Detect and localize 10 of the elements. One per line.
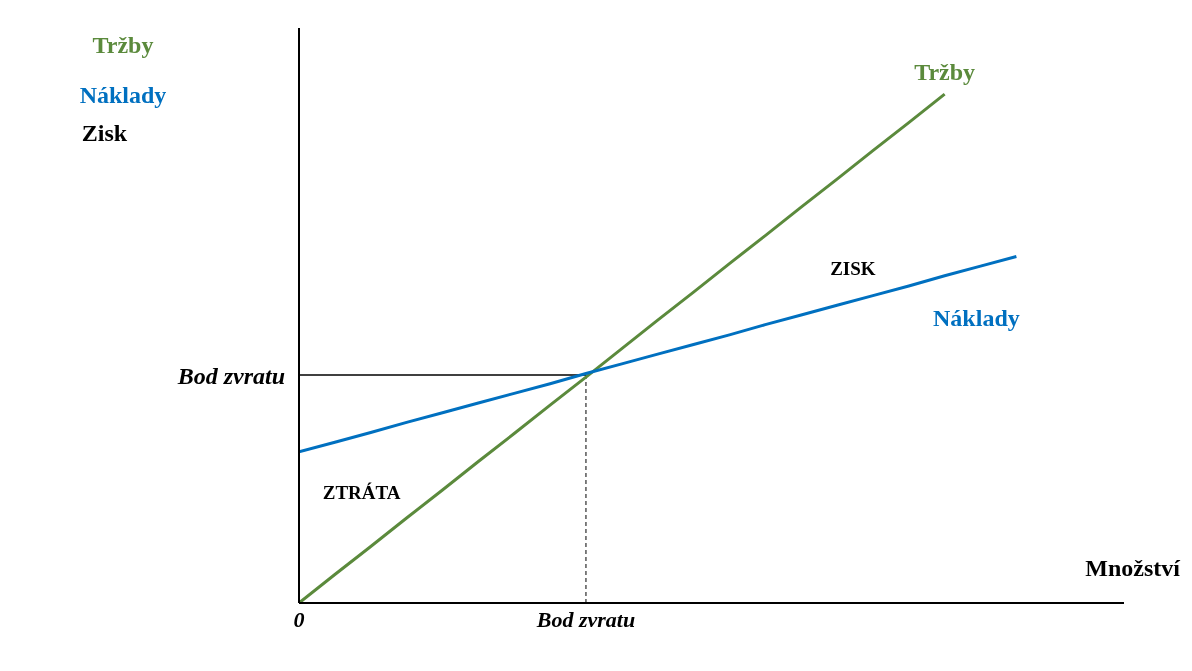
text: Tržby (92, 32, 154, 58)
annotation: ZISK (830, 258, 876, 280)
text: Náklady (79, 82, 167, 108)
series-label: Náklady (933, 305, 1020, 332)
x-axis-title: Množství (1085, 555, 1180, 582)
series-label: Tržby (914, 59, 976, 86)
text: Zisk (81, 120, 128, 147)
annotation: ZTRÁTA (322, 482, 401, 505)
x-tick-label: 0 (293, 606, 305, 632)
ref-line-label: Bod zvratu (176, 362, 285, 389)
